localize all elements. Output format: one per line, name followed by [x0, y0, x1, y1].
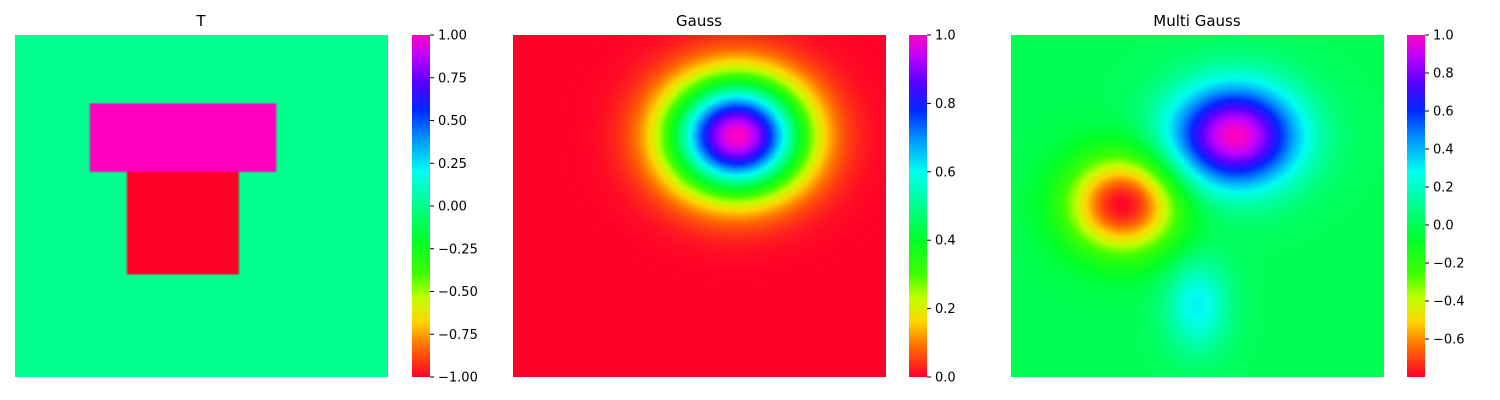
colorbar-tick-label: −0.50 — [438, 285, 478, 300]
colorbar-tick-label: 0.0 — [935, 371, 956, 386]
colorbar-tick-label: 1.0 — [1433, 29, 1454, 44]
heatmap-image — [1011, 35, 1384, 377]
colorbar — [1407, 35, 1425, 377]
colorbar-tick-label: 0.8 — [1433, 67, 1454, 82]
colorbar-tick-label: −1.00 — [438, 371, 478, 386]
colorbar-ticks: 1.00 0.75 0.50 0.25 0.00 −0.25 −0.50 −0.75 −1.00 — [430, 29, 478, 386]
heatmap-raster — [513, 35, 886, 377]
colorbar-tick-label: 0.2 — [935, 302, 956, 317]
heatmap-image — [513, 35, 886, 377]
colorbar-tick-label: 0.8 — [935, 97, 956, 112]
colorbar — [412, 35, 430, 377]
colorbar-tick-label: 1.00 — [438, 29, 467, 44]
colorbar-tick-label: 0.4 — [1433, 143, 1454, 158]
heatmap-panel-t: T 1.00 0.75 0.50 0.25 0.00 −0.25 −0.50 −0.75 −1.… — [15, 12, 478, 386]
colorbar-tick-label: 0.6 — [1433, 105, 1454, 120]
chart-title: T — [195, 12, 206, 30]
colorbar-tick-label: 0.0 — [1433, 219, 1454, 234]
heatmap-panel-gauss: Gauss 1.0 0.8 0.6 0.4 0.2 0.0 — [513, 12, 956, 386]
heatmap-raster — [15, 35, 388, 377]
colorbar-tick-label: 0.2 — [1433, 181, 1454, 196]
colorbar-tick-label: −0.4 — [1433, 295, 1465, 310]
colorbar-tick-label: −0.75 — [438, 328, 478, 343]
chart-title: Multi Gauss — [1153, 12, 1241, 30]
colorbar-ticks: 1.0 0.8 0.6 0.4 0.2 0.0 — [927, 29, 956, 386]
heatmap-image — [15, 35, 388, 377]
colorbar-tick-label: −0.6 — [1433, 333, 1465, 348]
colorbar-tick-label: 0.4 — [935, 234, 956, 249]
heatmap-panel-multi-gauss: Multi Gauss 1.0 0.8 0.6 0.4 0.2 0.0 −0.2 −0.4 −0… — [1011, 12, 1465, 377]
colorbar-tick-label: 1.0 — [935, 29, 956, 44]
heatmap-raster — [1011, 35, 1384, 377]
colorbar-tick-label: 0.75 — [438, 71, 467, 86]
colorbar-ticks: 1.0 0.8 0.6 0.4 0.2 0.0 −0.2 −0.4 −0.6 — [1425, 29, 1465, 348]
colorbar-tick-label: −0.25 — [438, 242, 478, 257]
colorbar-tick-label: 0.6 — [935, 165, 956, 180]
colorbar-tick-label: 0.50 — [438, 114, 467, 129]
colorbar-tick-label: 0.25 — [438, 157, 467, 172]
chart-title: Gauss — [676, 12, 722, 30]
colorbar-tick-label: −0.2 — [1433, 257, 1465, 272]
colorbar — [909, 35, 927, 377]
colorbar-tick-label: 0.00 — [438, 200, 467, 215]
